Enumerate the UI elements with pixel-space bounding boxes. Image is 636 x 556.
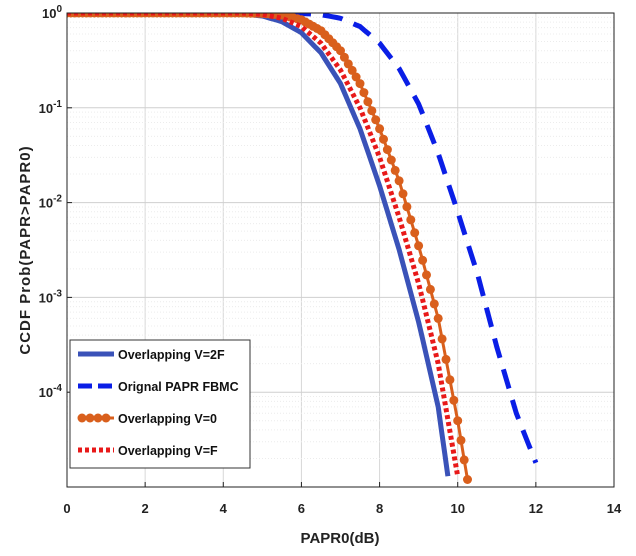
series-point-2: [359, 88, 369, 98]
ticks: 0 2 4 6 8 10 12 14 100 10-1 10-2 10-3 10-4: [39, 4, 622, 516]
legend-marker-2: [85, 413, 95, 423]
x-tick-label: 4: [220, 501, 228, 516]
legend-label-1: Orignal PAPR FBMC: [118, 380, 239, 394]
x-tick-label: 14: [607, 501, 622, 516]
series-point-2: [449, 395, 459, 405]
series-point-2: [459, 455, 469, 465]
series-point-2: [386, 155, 396, 165]
series-point-2: [456, 435, 466, 445]
series-point-2: [445, 375, 455, 385]
series-point-2: [339, 52, 349, 62]
series-point-2: [390, 165, 400, 175]
series-point-2: [453, 416, 463, 426]
y-tick-label: 100: [42, 4, 62, 21]
plot-frame: [66, 12, 615, 488]
legend-marker-2: [93, 413, 103, 423]
series-point-2: [418, 255, 428, 265]
legend-label-2: Overlapping V=0: [118, 412, 217, 426]
series-point-2: [425, 284, 435, 294]
series-point-2: [363, 97, 373, 107]
y-tick-label: 10-3: [39, 288, 63, 305]
x-tick-label: 2: [142, 501, 149, 516]
x-axis-label: PAPR0(dB): [301, 530, 380, 547]
series-point-2: [371, 115, 381, 125]
x-tick-label: 12: [529, 501, 543, 516]
series-point-2: [379, 134, 388, 144]
series-point-2: [343, 59, 353, 69]
y-tick-label: 10-1: [39, 99, 63, 116]
series-point-2: [336, 46, 345, 56]
series-point-2: [429, 299, 439, 309]
series-point-2: [422, 270, 431, 280]
x-tick-label: 6: [298, 501, 305, 516]
x-tick-label: 10: [450, 501, 464, 516]
legend-label-3: Overlapping V=F: [118, 444, 218, 458]
legend-marker-2: [101, 413, 111, 423]
series-point-2: [355, 79, 365, 89]
series-point-2: [382, 145, 392, 155]
series-point-2: [414, 241, 424, 251]
x-tick-label: 0: [63, 501, 70, 516]
series-point-2: [351, 72, 361, 82]
series-point-2: [463, 475, 472, 484]
x-tick-label: 8: [376, 501, 383, 516]
series-point-2: [441, 354, 451, 364]
series-point-2: [406, 215, 416, 225]
legend-label-0: Overlapping V=2F: [118, 348, 225, 362]
y-axis-label: CCDF Prob(PAPR>PAPR0): [17, 145, 34, 354]
legend: Overlapping V=2F Orignal PAPR FBMC Overlap…: [69, 339, 251, 469]
series-point-2: [375, 124, 385, 134]
series-point-2: [394, 176, 404, 186]
legend-marker-2: [77, 413, 87, 423]
series-point-2: [367, 106, 377, 116]
series-point-2: [347, 65, 357, 75]
series-point-2: [437, 334, 447, 344]
series-point-2: [433, 313, 443, 323]
y-tick-label: 10-4: [39, 383, 63, 400]
series-point-2: [410, 228, 420, 238]
legend-box: [69, 339, 251, 469]
series-point-2: [402, 202, 412, 212]
series-point-2: [398, 189, 408, 199]
y-tick-label: 10-2: [39, 194, 63, 211]
